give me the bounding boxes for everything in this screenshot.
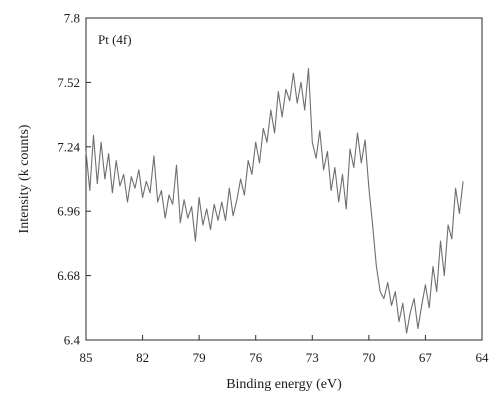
x-axis-label: Binding energy (eV) xyxy=(226,377,342,392)
x-axis: 85 82 79 76 73 70 67 64 xyxy=(80,335,490,365)
series-line xyxy=(85,68,464,334)
y-tick-label: 6.96 xyxy=(57,204,80,219)
x-tick-label: 64 xyxy=(476,350,490,365)
x-tick-label: 67 xyxy=(419,350,433,365)
x-tick-label: 79 xyxy=(193,350,206,365)
x-tick-label: 73 xyxy=(306,350,319,365)
plot-frame xyxy=(85,17,483,341)
y-tick-label: 7.8 xyxy=(64,11,80,26)
x-tick-label: 82 xyxy=(136,350,149,365)
x-tick-label: 85 xyxy=(80,350,93,365)
plot-area-border xyxy=(85,17,483,341)
y-axis: 6.4 6.68 6.96 7.24 7.52 7.8 xyxy=(57,11,91,348)
y-axis-label: Intensity (k counts) xyxy=(17,124,32,233)
x-tick-label: 76 xyxy=(249,350,263,365)
y-tick-label: 7.52 xyxy=(57,75,80,90)
y-tick-label: 6.68 xyxy=(57,268,80,283)
y-tick-label: 6.4 xyxy=(64,333,81,348)
y-tick-label: 7.24 xyxy=(57,139,80,154)
x-tick-label: 70 xyxy=(362,350,375,365)
chart-annotation: Pt (4f) xyxy=(98,32,132,47)
